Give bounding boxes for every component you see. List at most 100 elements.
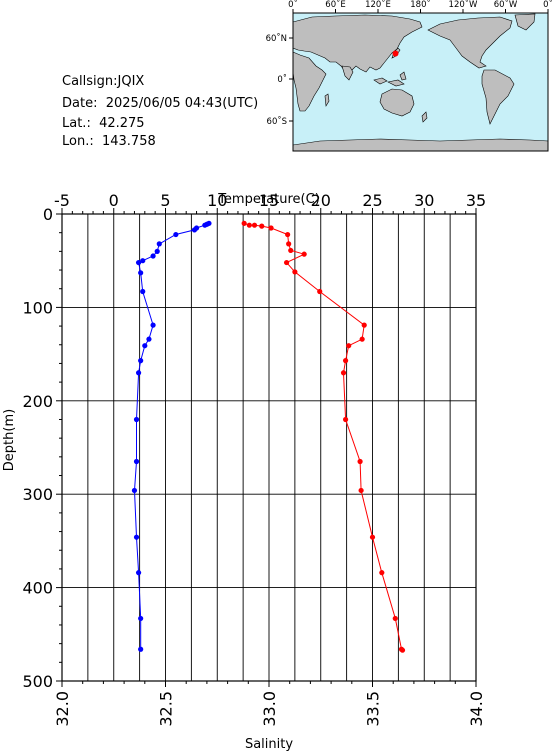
salinity-tick-label: 34.0 (467, 691, 486, 727)
temperature-point (246, 222, 252, 228)
temperature-point (251, 222, 258, 228)
temperature-point (292, 269, 298, 275)
salinity-point (173, 231, 179, 238)
temperature-point (286, 241, 292, 247)
temperature-point (392, 615, 398, 622)
salinity-point (140, 258, 146, 264)
temperature-point (361, 322, 367, 328)
salinity-point (133, 534, 140, 540)
temperature-point (346, 343, 352, 349)
salinity-tick-label: 32.5 (157, 691, 176, 727)
longitude-text: Lon.: 143.758 (62, 134, 156, 149)
salinity-point (156, 241, 162, 247)
salinity-point (138, 358, 144, 364)
temperature-point (301, 251, 307, 257)
salinity-point (138, 646, 144, 652)
depth-tick-label: 100 (22, 298, 53, 317)
map-land-greenland (514, 13, 536, 31)
salinity-axis: 32.0 32.5 33.0 33.5 34.0 (53, 681, 486, 727)
map-land-india (341, 65, 354, 81)
temperature-tick-label: 15 (259, 191, 279, 210)
temperature-axis-title: Temperature(C) (217, 192, 320, 207)
salinity-point (133, 458, 140, 465)
salinity-point (202, 222, 208, 228)
depth-tick-label: 0 (43, 205, 53, 224)
salinity-point (135, 570, 142, 576)
temperature-point (358, 487, 364, 494)
temperature-tick-label: 10 (207, 191, 227, 210)
map-top-tick-label: 0˚ (543, 0, 553, 10)
temperature-axis: -5 0 5 10 15 20 25 30 35 (54, 191, 486, 214)
salinity-point (142, 343, 148, 349)
temperature-line (244, 222, 403, 651)
map-land-africa (292, 51, 327, 112)
station-marker (392, 50, 399, 57)
salinity-point (150, 322, 156, 328)
map-top-tick-label: 60˚W (494, 0, 518, 10)
map-land-australia (379, 88, 415, 117)
salinity-tick-label: 33.5 (364, 691, 383, 727)
temperature-point (357, 458, 363, 465)
depth-axis: 0 100 200 300 400 500 (22, 205, 62, 691)
salinity-point (135, 370, 142, 376)
temperature-point (379, 570, 385, 576)
callsign-text: Callsign:JQIX (62, 74, 145, 89)
map-top-tick-label: 60˚E (325, 0, 345, 10)
temperature-point (340, 370, 347, 376)
temperature-point (241, 220, 247, 226)
map-land-antarctica (292, 138, 549, 152)
world-map: 0˚ 60˚E 120˚E 180˚ 120˚W 60˚W 0˚ 60˚N 0˚ 60˚S (266, 0, 553, 152)
map-left-tick-label: 60˚S (267, 116, 287, 127)
temperature-tick-label: 35 (466, 191, 486, 210)
salinity-point (140, 288, 146, 295)
map-top-tick-label: 120˚E (365, 0, 391, 10)
temperature-tick-label: -5 (54, 191, 70, 210)
salinity-point (138, 270, 144, 276)
map-tick-marks: 0˚ 60˚E 120˚E 180˚ 120˚W 60˚W 0˚ 60˚N 0˚ 60˚S (266, 0, 553, 127)
salinity-point (150, 253, 156, 259)
temperature-tick-label: 5 (160, 191, 170, 210)
temperature-point (359, 336, 365, 342)
temperature-tick-label: 20 (311, 191, 331, 210)
map-land-indonesia (373, 71, 407, 87)
temperature-point (259, 223, 265, 229)
temperature-point (399, 647, 406, 653)
series-layer (131, 220, 406, 653)
date-text: Date: 2025/06/05 04:43(UTC) (62, 96, 259, 111)
temperature-tick-label: 25 (362, 191, 382, 210)
map-land-north-america (427, 16, 513, 69)
temperature-point (369, 534, 376, 540)
map-top-tick-label: 120˚W (449, 0, 478, 10)
depth-axis-title: Depth(m) (2, 409, 17, 471)
salinity-point (191, 227, 198, 233)
chart-grid (62, 214, 476, 681)
map-left-tick-label: 60˚N (266, 33, 287, 44)
salinity-line (133, 222, 210, 650)
salinity-point (131, 487, 138, 494)
salinity-point (138, 615, 144, 622)
map-top-tick-label: 180˚ (410, 0, 430, 10)
temperature-point (342, 358, 349, 364)
plot-frame (61, 213, 477, 682)
map-land-south-america (481, 69, 515, 125)
latitude-text: Lat.: 42.275 (62, 116, 145, 131)
salinity-tick-label: 33.0 (260, 691, 279, 727)
map-land-new-zealand (421, 111, 428, 123)
map-left-tick-label: 0˚ (277, 74, 287, 85)
salinity-point (146, 336, 152, 342)
temperature-point (317, 288, 323, 295)
salinity-axis-title: Salinity (245, 737, 293, 751)
depth-tick-label: 500 (22, 672, 53, 691)
temperature-point (342, 416, 349, 423)
salinity-tick-label: 32.0 (53, 691, 72, 727)
map-top-tick-label: 0˚ (288, 0, 298, 10)
temperature-point (288, 247, 294, 254)
map-land-eurasia (292, 14, 423, 75)
temperature-point (268, 225, 274, 231)
salinity-point (154, 248, 160, 254)
map-land-madagascar (324, 93, 330, 107)
salinity-point (133, 416, 140, 423)
temperature-tick-label: 30 (414, 191, 434, 210)
temperature-point (283, 259, 290, 266)
